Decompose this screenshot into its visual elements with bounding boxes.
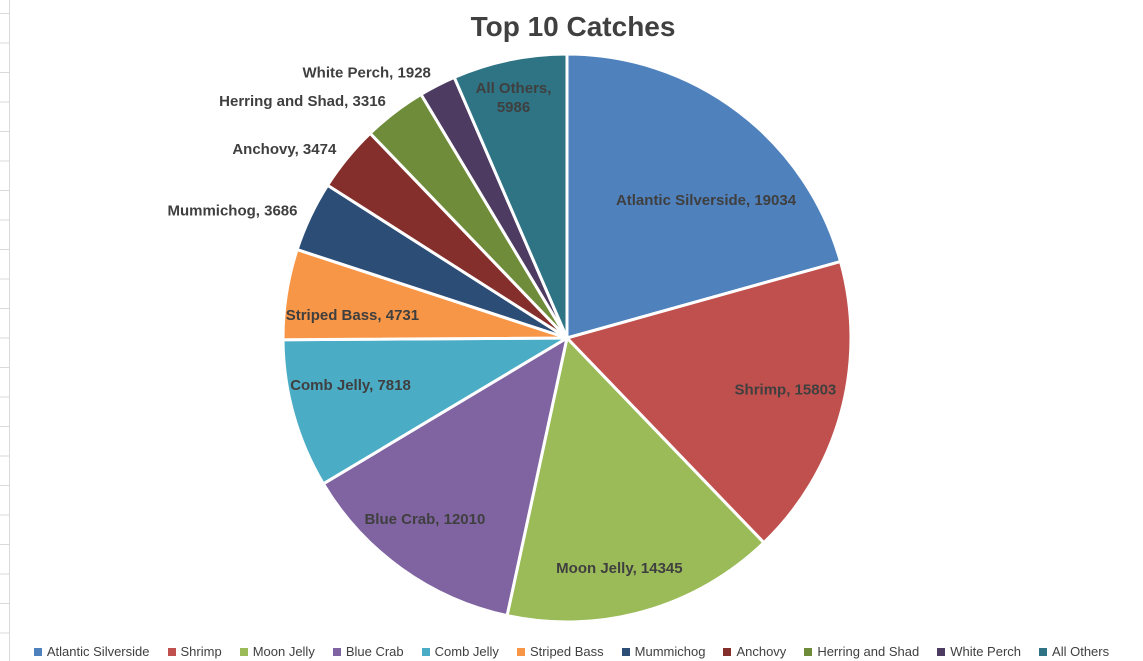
legend-swatch-atlantic-silverside	[33, 647, 42, 656]
legend-item-comb-jelly[interactable]: Comb Jelly	[421, 644, 499, 659]
pie-slice-shrimp[interactable]	[565, 260, 853, 545]
legend-swatch-shrimp	[167, 647, 176, 656]
legend-item-all-others[interactable]: All Others	[1039, 644, 1109, 659]
legend-item-striped-bass[interactable]: Striped Bass	[516, 644, 604, 659]
pie-data-label-all-others: All Others, 5986	[476, 80, 552, 116]
pie-slices-group	[281, 52, 853, 624]
legend-swatch-herring-and-shad	[804, 647, 813, 656]
pie-data-label-shrimp: Shrimp, 15803	[735, 381, 837, 398]
pie-data-label-moon-jelly: Moon Jelly, 14345	[556, 560, 682, 577]
legend-item-white-perch[interactable]: White Perch	[937, 644, 1021, 659]
legend-swatch-mummichog	[621, 647, 630, 656]
legend-swatch-white-perch	[937, 647, 946, 656]
legend-label: Striped Bass	[529, 644, 604, 659]
pie-data-label-comb-jelly: Comb Jelly, 7818	[290, 377, 411, 394]
legend-label: Atlantic Silverside	[46, 644, 150, 659]
pie-data-label-mummichog: Mummichog, 3686	[167, 202, 297, 219]
pie-slice-comb-jelly[interactable]	[281, 336, 569, 486]
legend-swatch-striped-bass	[516, 647, 525, 656]
legend-item-moon-jelly[interactable]: Moon Jelly	[239, 644, 315, 659]
pie-data-label-striped-bass: Striped Bass, 4731	[286, 307, 419, 324]
pie-data-labels-group: Atlantic Silverside, 19034 Shrimp, 15803 M…	[167, 65, 836, 577]
legend-label: Blue Crab	[345, 644, 404, 659]
legend-item-anchovy[interactable]: Anchovy	[723, 644, 786, 659]
legend-label: Mummichog	[634, 644, 706, 659]
pie-data-label-herring-and-shad: Herring and Shad, 3316	[219, 93, 386, 110]
legend-label: White Perch	[950, 644, 1022, 659]
pie-data-label-white-perch: White Perch, 1928	[303, 65, 431, 82]
worksheet-gridlines	[0, 0, 10, 661]
legend-item-herring-and-shad[interactable]: Herring and Shad	[804, 644, 919, 659]
legend-label: Shrimp	[180, 644, 222, 659]
legend-swatch-anchovy	[723, 647, 732, 656]
legend-item-shrimp[interactable]: Shrimp	[167, 644, 222, 659]
legend-item-mummichog[interactable]: Mummichog	[621, 644, 706, 659]
legend-label: Anchovy	[736, 644, 787, 659]
pie-data-label-anchovy: Anchovy, 3474	[232, 141, 337, 158]
pie-data-label-blue-crab: Blue Crab, 12010	[364, 511, 485, 528]
legend-swatch-blue-crab	[332, 647, 341, 656]
legend-label: Comb Jelly	[434, 644, 499, 659]
legend-swatch-comb-jelly	[421, 647, 430, 656]
legend-item-blue-crab[interactable]: Blue Crab	[332, 644, 404, 659]
legend-item-atlantic-silverside[interactable]: Atlantic Silverside	[33, 644, 150, 659]
pie-slice-all-others[interactable]	[452, 52, 569, 340]
legend-label: Moon Jelly	[252, 644, 315, 659]
pie-slice-atlantic-silverside[interactable]	[565, 52, 842, 340]
legend-label: Herring and Shad	[817, 644, 920, 659]
legend-swatch-all-others	[1039, 647, 1048, 656]
pie-slice-blue-crab[interactable]	[321, 336, 569, 618]
legend-label: All Others	[1052, 644, 1110, 659]
pie-data-label-atlantic-silverside: Atlantic Silverside, 19034	[616, 192, 797, 209]
chart-legend: Atlantic Silverside Shrimp Moon Jelly Blue …	[0, 644, 1143, 659]
legend-swatch-moon-jelly	[239, 647, 248, 656]
chart-title: Top 10 Catches	[471, 11, 676, 42]
pie-slice-moon-jelly[interactable]	[505, 336, 766, 624]
